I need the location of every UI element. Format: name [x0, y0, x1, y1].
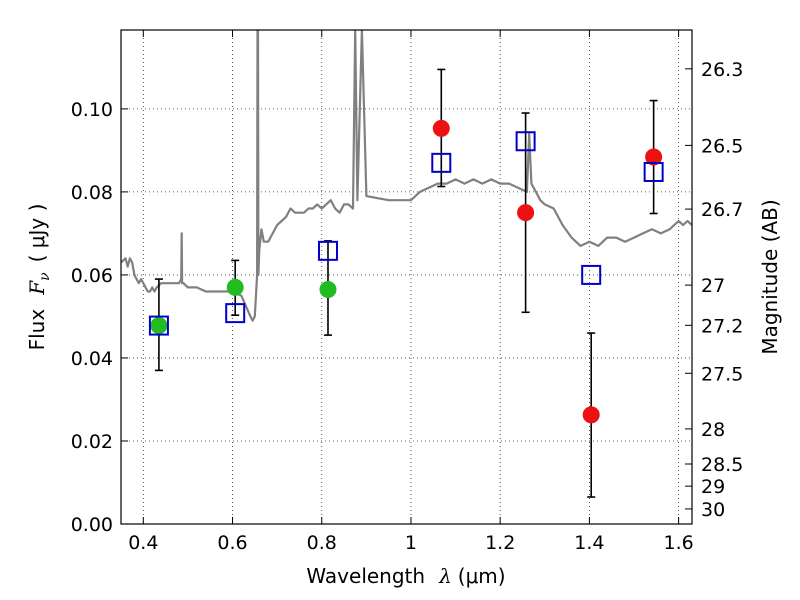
right-y-axis-label: Magnitude (AB) [758, 199, 782, 354]
x-tick-label: 1.4 [574, 532, 604, 554]
y-tick-label: 0.06 [71, 265, 113, 287]
model-point [148, 315, 169, 336]
observed-point [582, 406, 600, 424]
x-tick-label: 1.2 [485, 532, 515, 554]
y-tick-label: 0.04 [71, 348, 113, 370]
model-point [431, 152, 452, 173]
y-tick-label: 0.00 [71, 514, 113, 536]
mag-tick-label: 27 [701, 275, 725, 297]
model-point [515, 131, 536, 152]
observed-point [226, 278, 244, 296]
data-points [148, 68, 664, 498]
x-tick-label: 0.6 [217, 532, 247, 554]
y-tick-label: 0.10 [71, 99, 113, 121]
mag-tick-label: 27.5 [701, 363, 743, 385]
mag-tick-label: 30 [701, 499, 725, 521]
mag-tick-label: 27.2 [701, 315, 743, 337]
model-spectrum [121, 30, 692, 322]
y-axis-label: FluxFν( μJy ) [25, 204, 53, 351]
mag-tick-label: 26.5 [701, 135, 743, 157]
model-point [225, 303, 246, 324]
observed-point [150, 317, 168, 335]
observed-point [645, 148, 663, 166]
y-tick-label: 0.08 [71, 182, 113, 204]
model-point [643, 161, 664, 182]
mag-tick-label: 26.7 [701, 199, 743, 221]
mag-tick-label: 28.5 [701, 454, 743, 476]
model-point [317, 240, 338, 261]
observed-point [432, 119, 450, 137]
observed-point [517, 204, 535, 222]
mag-tick-label: 28 [701, 419, 725, 441]
plot-frame [120, 29, 693, 525]
y-tick-label: 0.02 [71, 431, 113, 453]
grid [121, 30, 692, 525]
axis-ticks: 0.4 0.6 0.8 1 1.2 1.4 1.6 0.00 0.02 0.04 0.06 0.08 0… [71, 30, 743, 554]
mag-tick-label: 26.3 [701, 59, 743, 81]
x-tick-label: 0.4 [128, 532, 158, 554]
model-point [581, 264, 602, 285]
spectrum-line [121, 30, 692, 322]
x-axis-label: Wavelength λ (μm) [306, 564, 505, 588]
x-tick-label: 1.6 [664, 532, 694, 554]
observed-point [319, 280, 337, 298]
x-tick-label: 1 [405, 532, 417, 554]
mag-tick-label: 29 [701, 476, 725, 498]
x-tick-label: 0.8 [307, 532, 337, 554]
